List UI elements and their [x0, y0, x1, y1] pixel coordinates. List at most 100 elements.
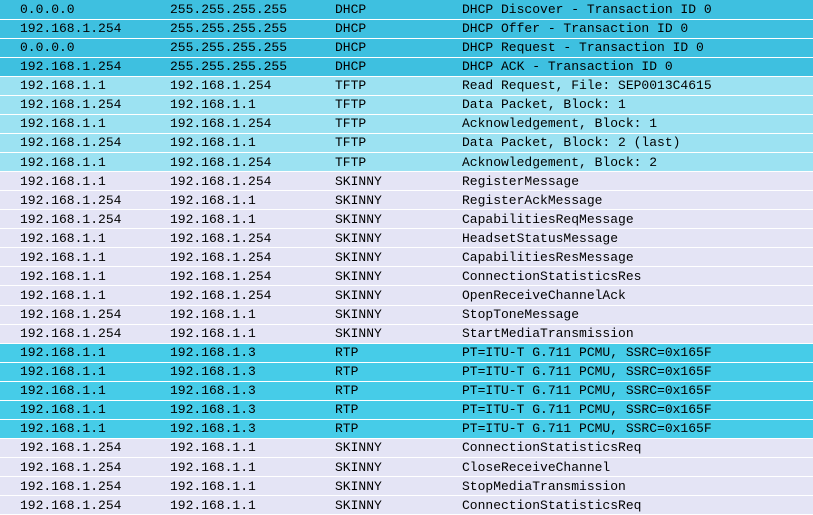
packet-row[interactable]: 192.168.1.254192.168.1.1SKINNYStartMedia… [0, 324, 813, 343]
cell-destination: 192.168.1.254 [170, 153, 335, 172]
packet-row[interactable]: 192.168.1.1192.168.1.254SKINNYCapabiliti… [0, 248, 813, 267]
cell-info: RegisterMessage [462, 172, 813, 191]
cell-info: DHCP ACK - Transaction ID 0 [462, 57, 813, 76]
cell-source: 192.168.1.1 [0, 248, 170, 267]
cell-info: StopToneMessage [462, 305, 813, 324]
packet-row[interactable]: 192.168.1.1192.168.1.254SKINNYOpenReceiv… [0, 286, 813, 305]
cell-protocol: SKINNY [335, 458, 462, 477]
cell-destination: 255.255.255.255 [170, 57, 335, 76]
cell-protocol: SKINNY [335, 267, 462, 286]
cell-destination: 192.168.1.1 [170, 438, 335, 457]
cell-protocol: SKINNY [335, 286, 462, 305]
packet-row[interactable]: 192.168.1.1192.168.1.254SKINNYRegisterMe… [0, 172, 813, 191]
cell-source: 192.168.1.254 [0, 57, 170, 76]
cell-destination: 192.168.1.3 [170, 362, 335, 381]
cell-source: 192.168.1.1 [0, 172, 170, 191]
packet-row[interactable]: 192.168.1.1192.168.1.254TFTPAcknowledgem… [0, 114, 813, 133]
packet-row[interactable]: 192.168.1.254255.255.255.255DHCPDHCP Off… [0, 19, 813, 38]
cell-destination: 192.168.1.1 [170, 191, 335, 210]
cell-source: 192.168.1.1 [0, 153, 170, 172]
cell-info: StopMediaTransmission [462, 477, 813, 496]
cell-destination: 192.168.1.254 [170, 267, 335, 286]
packet-row[interactable]: 192.168.1.1192.168.1.3RTPPT=ITU-T G.711 … [0, 400, 813, 419]
cell-destination: 192.168.1.3 [170, 400, 335, 419]
cell-protocol: SKINNY [335, 210, 462, 229]
cell-source: 192.168.1.1 [0, 114, 170, 133]
cell-source: 192.168.1.254 [0, 438, 170, 457]
cell-source: 192.168.1.254 [0, 210, 170, 229]
cell-info: Acknowledgement, Block: 1 [462, 114, 813, 133]
cell-destination: 192.168.1.254 [170, 229, 335, 248]
packet-row[interactable]: 192.168.1.254192.168.1.1SKINNYStopToneMe… [0, 305, 813, 324]
cell-info: CapabilitiesReqMessage [462, 210, 813, 229]
cell-source: 192.168.1.1 [0, 400, 170, 419]
cell-info: Acknowledgement, Block: 2 [462, 153, 813, 172]
cell-info: PT=ITU-T G.711 PCMU, SSRC=0x165F [462, 381, 813, 400]
cell-protocol: RTP [335, 362, 462, 381]
cell-info: ConnectionStatisticsReq [462, 496, 813, 515]
cell-protocol: SKINNY [335, 229, 462, 248]
cell-protocol: RTP [335, 419, 462, 438]
packet-row[interactable]: 192.168.1.1192.168.1.254TFTPAcknowledgem… [0, 153, 813, 172]
packet-row[interactable]: 192.168.1.1192.168.1.254TFTPRead Request… [0, 76, 813, 95]
packet-row[interactable]: 192.168.1.254192.168.1.1TFTPData Packet,… [0, 95, 813, 114]
cell-info: ConnectionStatisticsReq [462, 438, 813, 457]
packet-row[interactable]: 192.168.1.254255.255.255.255DHCPDHCP ACK… [0, 57, 813, 76]
cell-destination: 255.255.255.255 [170, 38, 335, 57]
cell-destination: 192.168.1.3 [170, 419, 335, 438]
packet-row[interactable]: 192.168.1.1192.168.1.3RTPPT=ITU-T G.711 … [0, 362, 813, 381]
cell-protocol: TFTP [335, 133, 462, 152]
packet-row[interactable]: 192.168.1.1192.168.1.254SKINNYConnection… [0, 267, 813, 286]
packet-row[interactable]: 192.168.1.254192.168.1.1SKINNYConnection… [0, 438, 813, 457]
cell-info: StartMediaTransmission [462, 324, 813, 343]
packet-list-body: 0.0.0.0255.255.255.255DHCPDHCP Discover … [0, 0, 813, 515]
packet-row[interactable]: 192.168.1.1192.168.1.3RTPPT=ITU-T G.711 … [0, 343, 813, 362]
cell-source: 192.168.1.1 [0, 381, 170, 400]
cell-info: PT=ITU-T G.711 PCMU, SSRC=0x165F [462, 400, 813, 419]
cell-info: RegisterAckMessage [462, 191, 813, 210]
cell-protocol: DHCP [335, 0, 462, 19]
cell-protocol: TFTP [335, 114, 462, 133]
cell-info: ConnectionStatisticsRes [462, 267, 813, 286]
cell-destination: 192.168.1.254 [170, 114, 335, 133]
cell-destination: 192.168.1.1 [170, 133, 335, 152]
cell-destination: 192.168.1.254 [170, 248, 335, 267]
cell-protocol: RTP [335, 343, 462, 362]
packet-row[interactable]: 192.168.1.254192.168.1.1SKINNYRegisterAc… [0, 191, 813, 210]
packet-row[interactable]: 0.0.0.0255.255.255.255DHCPDHCP Request -… [0, 38, 813, 57]
cell-protocol: SKINNY [335, 191, 462, 210]
cell-info: PT=ITU-T G.711 PCMU, SSRC=0x165F [462, 419, 813, 438]
cell-source: 192.168.1.1 [0, 286, 170, 305]
packet-row[interactable]: 0.0.0.0255.255.255.255DHCPDHCP Discover … [0, 0, 813, 19]
packet-row[interactable]: 192.168.1.254192.168.1.1SKINNYConnection… [0, 496, 813, 515]
packet-list-table: 0.0.0.0255.255.255.255DHCPDHCP Discover … [0, 0, 813, 515]
cell-info: DHCP Request - Transaction ID 0 [462, 38, 813, 57]
cell-source: 192.168.1.1 [0, 229, 170, 248]
cell-destination: 255.255.255.255 [170, 19, 335, 38]
cell-protocol: SKINNY [335, 305, 462, 324]
packet-row[interactable]: 192.168.1.1192.168.1.3RTPPT=ITU-T G.711 … [0, 381, 813, 400]
cell-info: HeadsetStatusMessage [462, 229, 813, 248]
cell-destination: 192.168.1.1 [170, 95, 335, 114]
packet-row[interactable]: 192.168.1.254192.168.1.1SKINNYCapabiliti… [0, 210, 813, 229]
cell-info: CapabilitiesResMessage [462, 248, 813, 267]
cell-info: Read Request, File: SEP0013C4615 [462, 76, 813, 95]
cell-destination: 192.168.1.1 [170, 305, 335, 324]
cell-protocol: SKINNY [335, 496, 462, 515]
packet-row[interactable]: 192.168.1.1192.168.1.3RTPPT=ITU-T G.711 … [0, 419, 813, 438]
cell-source: 192.168.1.1 [0, 267, 170, 286]
cell-protocol: SKINNY [335, 172, 462, 191]
packet-row[interactable]: 192.168.1.1192.168.1.254SKINNYHeadsetSta… [0, 229, 813, 248]
cell-protocol: SKINNY [335, 477, 462, 496]
packet-row[interactable]: 192.168.1.254192.168.1.1TFTPData Packet,… [0, 133, 813, 152]
packet-row[interactable]: 192.168.1.254192.168.1.1SKINNYCloseRecei… [0, 458, 813, 477]
cell-protocol: TFTP [335, 95, 462, 114]
cell-destination: 192.168.1.1 [170, 496, 335, 515]
cell-info: Data Packet, Block: 2 (last) [462, 133, 813, 152]
cell-protocol: TFTP [335, 76, 462, 95]
cell-source: 192.168.1.254 [0, 496, 170, 515]
packet-row[interactable]: 192.168.1.254192.168.1.1SKINNYStopMediaT… [0, 477, 813, 496]
cell-info: Data Packet, Block: 1 [462, 95, 813, 114]
cell-source: 192.168.1.1 [0, 343, 170, 362]
cell-destination: 192.168.1.254 [170, 172, 335, 191]
